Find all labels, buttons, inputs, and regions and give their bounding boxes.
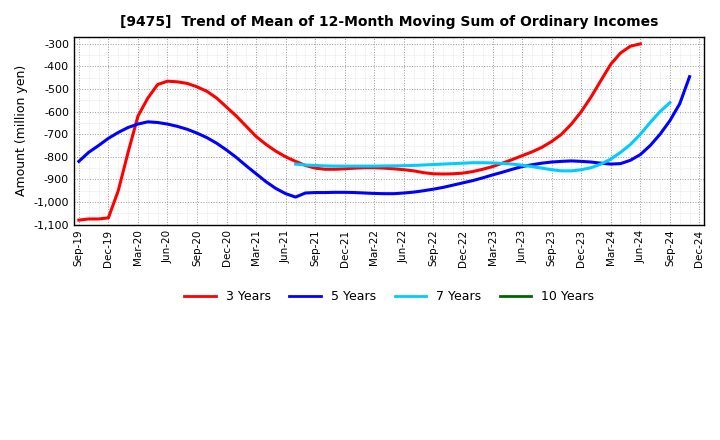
- Legend: 3 Years, 5 Years, 7 Years, 10 Years: 3 Years, 5 Years, 7 Years, 10 Years: [179, 286, 599, 308]
- Title: [9475]  Trend of Mean of 12-Month Moving Sum of Ordinary Incomes: [9475] Trend of Mean of 12-Month Moving …: [120, 15, 658, 29]
- Y-axis label: Amount (million yen): Amount (million yen): [15, 65, 28, 197]
